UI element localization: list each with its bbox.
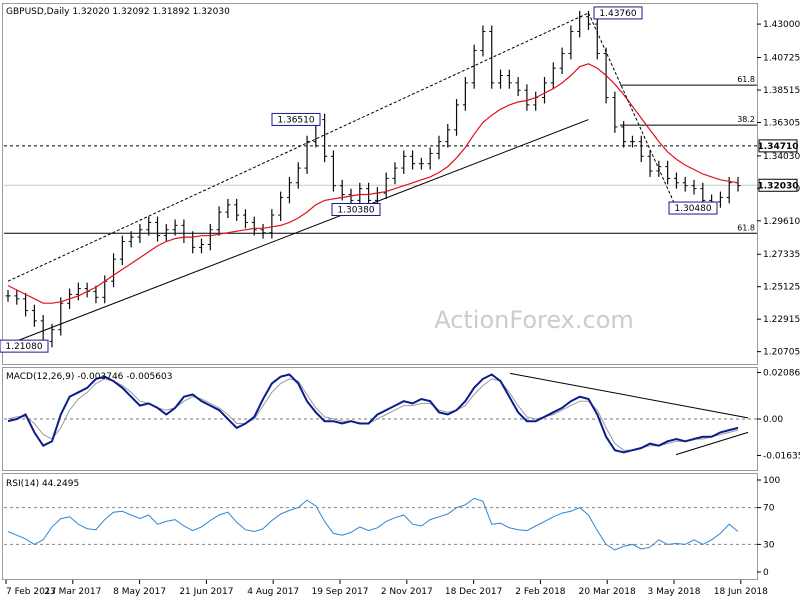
x-axis-label: 2 Nov 2017 xyxy=(381,587,433,597)
ohlc-low: 1.31892 xyxy=(153,7,190,17)
fibonacci-label: 61.8 xyxy=(737,75,755,84)
macd-line xyxy=(7,373,739,454)
watermark: ActionForex.com xyxy=(434,306,634,334)
price-axis-label: 1.22915 xyxy=(763,315,800,325)
rsi-title: RSI(14) 44.2495 xyxy=(6,479,79,489)
x-axis-label: 19 Sep 2017 xyxy=(311,587,368,597)
macd-layer xyxy=(4,372,757,456)
price-axis-label: 1.29610 xyxy=(763,217,800,227)
rsi-axis-label: 100 xyxy=(763,476,780,486)
x-axis-label: 18 Dec 2017 xyxy=(445,587,503,597)
rsi-axis-label: 30 xyxy=(763,540,775,550)
price-label-box xyxy=(668,201,718,215)
price-axis-label: 1.38515 xyxy=(763,86,800,96)
price-label: 1.43760 xyxy=(599,9,636,19)
price-label: 1.21080 xyxy=(5,342,42,352)
x-axis-label: 20 Mar 2018 xyxy=(579,587,636,597)
macd-axis-label: -0.016357 xyxy=(763,451,800,461)
moving-average-line xyxy=(7,63,739,304)
price-axis-label: 1.43000 xyxy=(763,20,800,30)
rsi-axis-label: 0 xyxy=(763,568,769,578)
macd-trend-line-lower xyxy=(675,431,749,456)
x-axis-label: 3 May 2018 xyxy=(648,587,701,597)
price-axis-label: 1.27335 xyxy=(763,250,800,260)
ohlc-high: 1.32092 xyxy=(112,7,149,17)
x-axis-label: 8 May 2017 xyxy=(113,587,166,597)
channel-upper-line xyxy=(7,12,589,282)
fibonacci-label: 61.8 xyxy=(737,223,755,232)
axis-layer: 1.430001.407251.385151.363051.340301.318… xyxy=(5,20,800,597)
price-label-box xyxy=(0,339,49,353)
macd-axis-label: 0.00 xyxy=(763,415,783,425)
price-axis-label: 1.40725 xyxy=(763,54,800,64)
price-label: 1.30480 xyxy=(674,204,711,214)
price-label-box xyxy=(593,6,643,20)
rsi-axis-label: 70 xyxy=(763,504,775,514)
price-axis-label: 1.34030 xyxy=(763,152,800,162)
macd-signal-line xyxy=(7,378,739,451)
rsi-layer xyxy=(4,497,757,551)
macd-trend-line xyxy=(509,372,749,419)
price-layer: 61.8 38.2 61.8 1.43760 1.36510 1.30380 1.30480… xyxy=(0,6,757,353)
x-axis-label: 18 Jun 2018 xyxy=(714,587,768,597)
macd-title: MACD(12,26,9) -0.003746 -0.005603 xyxy=(6,372,172,382)
rsi-panel-frame xyxy=(2,473,758,580)
price-axis-label: 1.20705 xyxy=(763,348,800,358)
price-label: 1.36510 xyxy=(277,115,314,125)
price-label: 1.30380 xyxy=(337,206,374,216)
x-axis-label: 4 Aug 2017 xyxy=(247,587,299,597)
level-price-label: 1.32030 xyxy=(758,181,799,191)
level-price-box xyxy=(758,178,798,192)
level-price-label: 1.34710 xyxy=(758,142,799,152)
decline-line xyxy=(588,12,677,209)
x-axis-label: 21 Jun 2017 xyxy=(179,587,233,597)
x-axis-label: 2 Feb 2018 xyxy=(515,587,566,597)
ohlc-close: 1.32030 xyxy=(193,7,230,17)
x-axis-label: 7 Feb 2017 xyxy=(6,587,56,597)
level-price-box xyxy=(758,139,798,153)
x-axis-label: 23 Mar 2017 xyxy=(44,587,101,597)
ohlc-open: 1.32020 xyxy=(72,7,109,17)
price-label-box xyxy=(271,112,321,126)
price-label-box xyxy=(331,203,381,217)
rsi-line xyxy=(7,497,739,551)
trend-support-line xyxy=(7,119,589,345)
fibonacci-label: 38.2 xyxy=(737,115,755,124)
macd-axis-label: 0.020861 xyxy=(763,369,800,379)
price-axis-label: 1.25125 xyxy=(763,283,800,293)
price-title: GBPUSD,Daily 1.32020 1.32092 1.31892 1.3… xyxy=(6,7,230,17)
price-panel-frame xyxy=(2,3,758,365)
price-axis-label: 1.36305 xyxy=(763,118,800,128)
